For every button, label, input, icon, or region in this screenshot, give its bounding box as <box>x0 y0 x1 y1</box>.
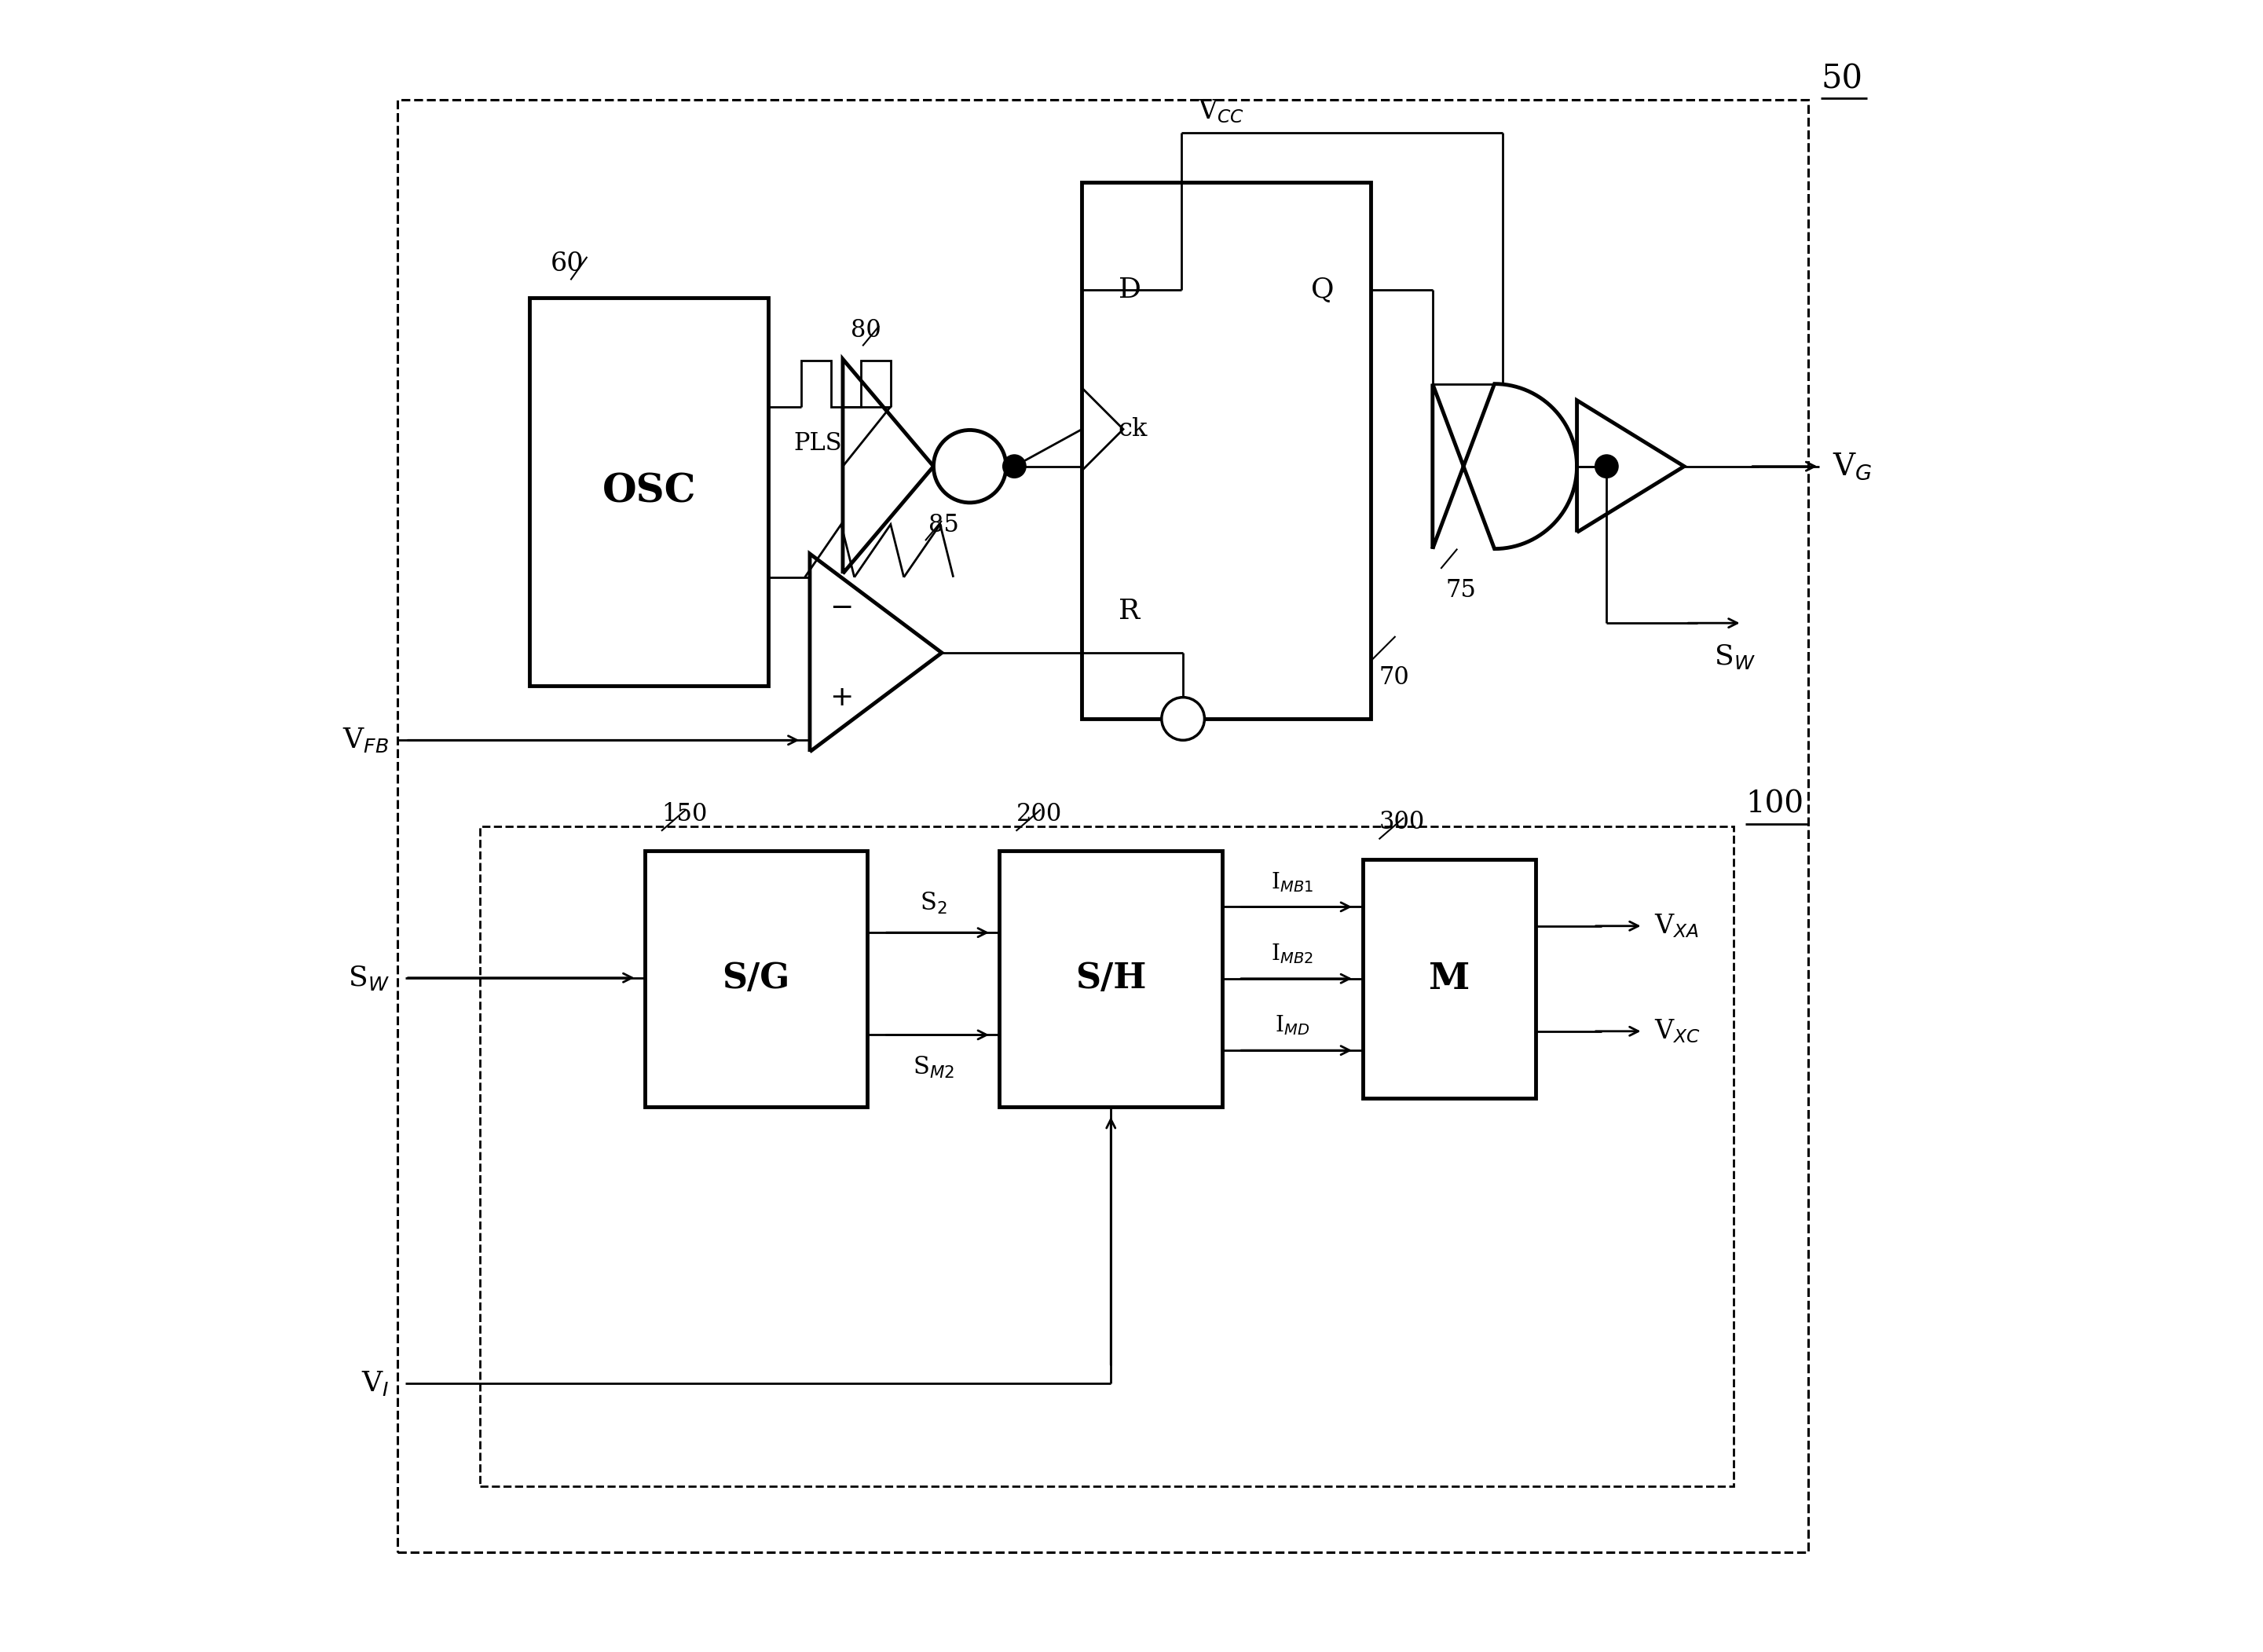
Circle shape <box>1595 454 1618 477</box>
Text: R: R <box>1118 598 1141 624</box>
Circle shape <box>1003 454 1025 477</box>
Text: 85: 85 <box>928 512 960 537</box>
Text: Q: Q <box>1310 276 1335 304</box>
Text: V$_G$: V$_G$ <box>1833 451 1872 481</box>
Text: 70: 70 <box>1378 666 1410 689</box>
Text: I$_{MB2}$: I$_{MB2}$ <box>1272 942 1313 965</box>
Bar <box>1082 183 1371 719</box>
Text: PLS: PLS <box>794 431 842 456</box>
Text: 150: 150 <box>661 801 706 826</box>
Text: V$_{CC}$: V$_{CC}$ <box>1197 97 1245 126</box>
Text: V$_{XC}$: V$_{XC}$ <box>1654 1018 1702 1044</box>
Text: S$_2$: S$_2$ <box>921 890 948 917</box>
Bar <box>645 851 867 1107</box>
Bar <box>530 297 769 686</box>
Text: 60: 60 <box>550 251 584 276</box>
Text: D: D <box>1118 276 1141 304</box>
Text: V$_{XA}$: V$_{XA}$ <box>1654 912 1700 940</box>
Text: ck: ck <box>1118 416 1147 441</box>
Text: V$_{FB}$: V$_{FB}$ <box>342 727 389 755</box>
Text: I$_{MD}$: I$_{MD}$ <box>1274 1014 1310 1037</box>
Text: M: M <box>1428 960 1469 996</box>
Text: 80: 80 <box>851 319 883 342</box>
Bar <box>1000 851 1222 1107</box>
Circle shape <box>935 430 1007 502</box>
Bar <box>480 826 1733 1485</box>
Text: I$_{MB1}$: I$_{MB1}$ <box>1272 871 1313 894</box>
Text: OSC: OSC <box>602 472 697 510</box>
Text: V$_I$: V$_I$ <box>362 1370 389 1398</box>
Text: 75: 75 <box>1446 578 1475 603</box>
Text: 200: 200 <box>1016 801 1061 826</box>
Text: S$_W$: S$_W$ <box>1713 643 1756 671</box>
Text: 300: 300 <box>1378 809 1426 834</box>
Text: 50: 50 <box>1822 63 1862 96</box>
Text: −: − <box>831 595 853 621</box>
Text: +: + <box>831 684 853 710</box>
Text: 100: 100 <box>1745 790 1804 819</box>
Text: S$_W$: S$_W$ <box>349 963 389 991</box>
Bar <box>398 101 1808 1551</box>
Text: S$_{M2}$: S$_{M2}$ <box>912 1054 955 1080</box>
Text: S/H: S/H <box>1075 961 1147 996</box>
Circle shape <box>1161 697 1204 740</box>
Text: S/G: S/G <box>722 961 790 996</box>
Bar <box>1362 859 1537 1099</box>
